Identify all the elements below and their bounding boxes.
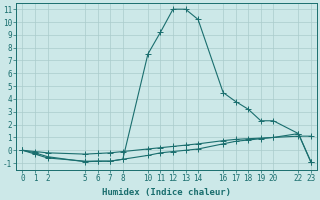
X-axis label: Humidex (Indice chaleur): Humidex (Indice chaleur) [102, 188, 231, 197]
